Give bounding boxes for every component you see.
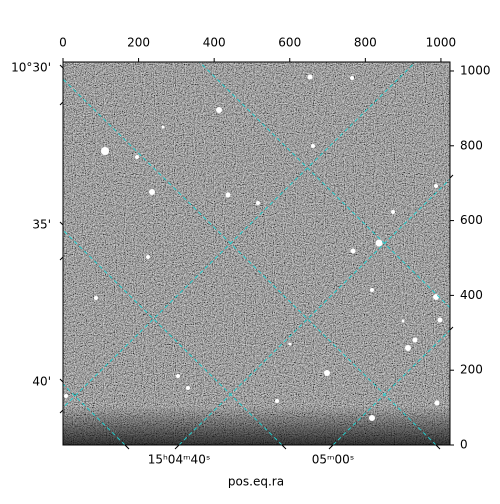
- image-edge: [63, 62, 450, 445]
- star: [350, 248, 356, 254]
- star: [375, 239, 383, 247]
- star: [307, 74, 313, 80]
- star: [256, 201, 260, 205]
- star: [434, 184, 438, 188]
- star: [149, 189, 155, 195]
- x-tick-label: 200: [127, 36, 150, 50]
- x-tick-label: 800: [354, 36, 377, 50]
- star: [64, 394, 68, 398]
- x-tick-label: 400: [203, 36, 226, 50]
- dec-tick-label: 10°30': [11, 61, 51, 75]
- star: [94, 296, 98, 300]
- dec-tick-label: 35': [32, 218, 51, 232]
- dec-tick: [449, 174, 454, 179]
- y-tick-label: 600: [460, 213, 483, 227]
- star: [412, 337, 418, 343]
- y-tick-label: 0: [460, 438, 468, 452]
- ra-tick-label: 05ᵐ00ˢ: [312, 453, 355, 467]
- x-axis-label: pos.eq.ra: [228, 475, 284, 489]
- ra-tick: [281, 444, 287, 450]
- star: [288, 342, 292, 346]
- dec-grid-line: [332, 329, 450, 445]
- star: [311, 144, 315, 148]
- image: [63, 33, 500, 445]
- dec-tick: [59, 409, 64, 414]
- star: [350, 76, 354, 80]
- star: [434, 400, 440, 406]
- dec-tick: [59, 256, 64, 261]
- ra-tick: [124, 444, 130, 450]
- ra-tick-label: 15ʰ04ᵐ40ˢ: [148, 453, 211, 467]
- dec-tick: [59, 221, 64, 226]
- star: [135, 155, 139, 159]
- star: [324, 370, 330, 376]
- star: [161, 125, 165, 129]
- star: [405, 345, 411, 351]
- star: [437, 317, 443, 323]
- dec-grid-line: [178, 178, 450, 445]
- x-tick-label: 0: [59, 36, 67, 50]
- ra-grid-line: [63, 229, 283, 445]
- dec-grid-line: [63, 62, 417, 409]
- star: [433, 294, 439, 300]
- x-tick-label: 1000: [426, 36, 457, 50]
- dec-tick: [59, 64, 64, 69]
- dec-tick: [449, 326, 454, 331]
- ra-tick: [435, 444, 441, 450]
- ra-tick: [328, 444, 334, 450]
- star: [275, 399, 279, 403]
- ra-grid-line: [63, 78, 437, 445]
- world-grid: [63, 33, 500, 445]
- star: [370, 288, 374, 292]
- star: [176, 374, 180, 378]
- x-tick-label: 600: [278, 36, 301, 50]
- dec-tick: [59, 378, 64, 383]
- dec-grid-line: [487, 33, 500, 445]
- y-tick-label: 400: [460, 288, 483, 302]
- ra-tick: [174, 444, 180, 450]
- star: [186, 386, 190, 390]
- star: [401, 319, 405, 323]
- star: [369, 415, 375, 421]
- star: [101, 147, 109, 155]
- frame: [62, 61, 451, 446]
- y-tick-label: 800: [460, 138, 483, 152]
- star: [216, 107, 222, 113]
- dec-tick: [59, 101, 64, 106]
- stars: [64, 74, 443, 421]
- y-tick-label: 1000: [460, 63, 491, 77]
- star: [225, 192, 231, 198]
- star: [391, 210, 395, 214]
- dec-tick-label: 40': [32, 375, 51, 389]
- y-tick-label: 200: [460, 363, 483, 377]
- ra-grid-line: [198, 62, 450, 309]
- star: [146, 255, 150, 259]
